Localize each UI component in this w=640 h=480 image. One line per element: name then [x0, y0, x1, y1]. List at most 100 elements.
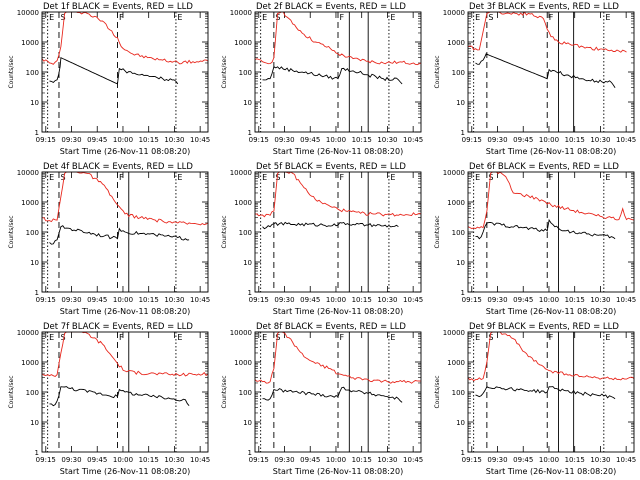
panel-svg: Det 7f BLACK = Events, RED = LLD Counts/s…	[8, 322, 210, 476]
plot-frame	[254, 11, 422, 133]
x-axis-label: Start Time (26-Nov-11 08:08:20)	[60, 467, 190, 476]
x-tick-label: 09:15	[462, 136, 482, 144]
y-tick-label: 10	[243, 99, 252, 107]
x-tick-label: 09:15	[462, 296, 482, 304]
x-tick-label: 10:30	[590, 136, 610, 144]
event-marker-label: F	[549, 333, 554, 342]
x-tick-label: 09:30	[61, 296, 81, 304]
plot-frame	[467, 171, 635, 293]
detector-panel: Det 4f BLACK = Events, RED = LLD Counts/s…	[0, 160, 213, 320]
event-marker-label: F	[340, 173, 345, 182]
y-tick-label: 10000	[443, 169, 465, 177]
event-marker-label: E	[390, 13, 395, 22]
x-tick-label: 10:00	[539, 296, 559, 304]
y-tick-label: 1	[248, 449, 252, 457]
panel-title: Det 1f BLACK = Events, RED = LLD	[43, 2, 193, 12]
x-tick-label: 09:45	[300, 136, 320, 144]
event-marker-label: F	[549, 173, 554, 182]
y-tick-label: 10000	[443, 329, 465, 337]
event-marker-label: F	[340, 13, 345, 22]
events-series-line	[262, 65, 403, 85]
x-tick-label: 09:15	[36, 456, 56, 464]
y-axis-label: Counts/sec	[434, 375, 441, 408]
detector-panel: Det 8f BLACK = Events, RED = LLD Counts/s…	[213, 320, 426, 480]
plot-frame	[467, 331, 635, 453]
detector-panel: Det 6f BLACK = Events, RED = LLD Counts/s…	[426, 160, 639, 320]
y-tick-label: 100	[452, 229, 465, 237]
event-marker-label: S	[488, 333, 493, 342]
event-marker-label: F	[119, 333, 124, 342]
x-tick-label: 09:15	[462, 456, 482, 464]
series-group	[42, 12, 208, 85]
event-marker-label: E	[475, 333, 480, 342]
x-tick-label: 10:45	[616, 136, 636, 144]
x-tick-label: 09:45	[513, 456, 533, 464]
event-marker-label: E	[262, 173, 267, 182]
plot-frame	[41, 11, 209, 133]
lld-series-line	[468, 332, 634, 382]
y-tick-label: 100	[239, 69, 252, 77]
series-group	[42, 172, 208, 245]
y-tick-label: 10000	[17, 9, 39, 17]
events-series-line	[475, 53, 616, 88]
x-tick-label: 10:15	[352, 296, 372, 304]
y-axis-label: Counts/sec	[221, 55, 228, 88]
event-marker-label: S	[60, 173, 65, 182]
events-series-line	[262, 386, 403, 403]
plot-frame	[41, 171, 209, 293]
y-tick-label: 1000	[21, 199, 39, 207]
y-axis-label: Counts/sec	[8, 55, 15, 88]
panel-svg: Det 6f BLACK = Events, RED = LLD Counts/s…	[434, 162, 636, 316]
x-tick-label: 09:15	[249, 136, 269, 144]
events-series-line	[49, 57, 179, 85]
panel-svg: Det 4f BLACK = Events, RED = LLD Counts/s…	[8, 162, 210, 316]
x-tick-label: 10:00	[326, 456, 346, 464]
event-marker-label: F	[119, 13, 124, 22]
y-tick-label: 10000	[17, 329, 39, 337]
x-tick-label: 10:15	[565, 456, 585, 464]
x-tick-label: 09:45	[513, 296, 533, 304]
x-tick-label: 10:15	[139, 136, 159, 144]
y-tick-label: 1000	[234, 39, 252, 47]
panel-svg: Det 9f BLACK = Events, RED = LLD Counts/s…	[434, 322, 636, 476]
x-tick-label: 10:30	[590, 296, 610, 304]
x-tick-label: 10:00	[326, 296, 346, 304]
plot-frame	[41, 331, 209, 453]
series-group	[468, 12, 627, 88]
series-group	[42, 332, 208, 407]
y-tick-label: 1	[248, 289, 252, 297]
lld-series-line	[255, 12, 421, 66]
event-marker-label: E	[177, 173, 182, 182]
event-marker-label: E	[177, 333, 182, 342]
event-marker-label: E	[390, 173, 395, 182]
x-tick-label: 10:00	[326, 136, 346, 144]
panel-title: Det 7f BLACK = Events, RED = LLD	[43, 322, 193, 332]
series-group	[468, 332, 634, 400]
lld-series-line	[42, 172, 208, 226]
x-tick-label: 09:45	[87, 456, 107, 464]
x-axis-label: Start Time (26-Nov-11 08:08:20)	[486, 307, 616, 316]
x-tick-label: 10:00	[539, 136, 559, 144]
x-tick-label: 10:45	[616, 296, 636, 304]
y-tick-label: 10	[243, 419, 252, 427]
detector-panel: Det 9f BLACK = Events, RED = LLD Counts/s…	[426, 320, 639, 480]
detector-panel: Det 1f BLACK = Events, RED = LLD Counts/s…	[0, 0, 213, 160]
lld-series-line	[468, 172, 634, 230]
x-tick-label: 10:45	[403, 296, 423, 304]
event-marker-label: S	[60, 13, 65, 22]
x-tick-label: 09:15	[36, 296, 56, 304]
y-tick-label: 1	[461, 289, 465, 297]
event-marker-label: E	[177, 13, 182, 22]
event-marker-label: E	[49, 333, 54, 342]
y-tick-label: 10000	[230, 329, 252, 337]
y-tick-label: 100	[239, 389, 252, 397]
x-axis-label: Start Time (26-Nov-11 08:08:20)	[273, 307, 403, 316]
event-marker-label: E	[605, 173, 610, 182]
x-tick-label: 09:45	[513, 136, 533, 144]
x-tick-label: 09:30	[487, 456, 507, 464]
event-marker-label: E	[390, 333, 395, 342]
x-tick-label: 09:45	[300, 296, 320, 304]
event-marker-label: S	[60, 333, 65, 342]
x-tick-label: 10:45	[190, 136, 210, 144]
